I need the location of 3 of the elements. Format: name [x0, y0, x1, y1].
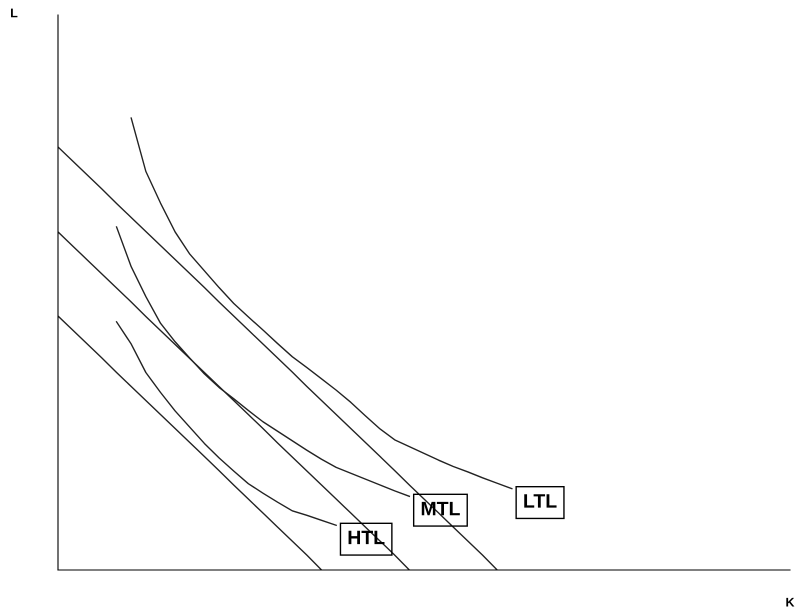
text: L — [11, 8, 18, 18]
x-axis-title: K — [786, 598, 794, 607]
series-label: LTL — [524, 494, 557, 508]
